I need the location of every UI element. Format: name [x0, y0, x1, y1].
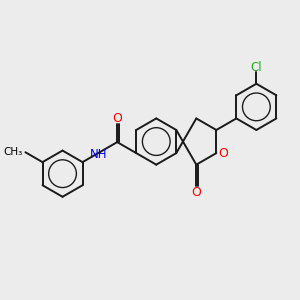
Text: Cl: Cl: [250, 61, 262, 74]
Text: CH₃: CH₃: [3, 147, 22, 157]
Text: NH: NH: [90, 148, 107, 161]
Text: O: O: [112, 112, 122, 124]
Text: O: O: [191, 185, 201, 199]
Text: O: O: [218, 147, 228, 160]
